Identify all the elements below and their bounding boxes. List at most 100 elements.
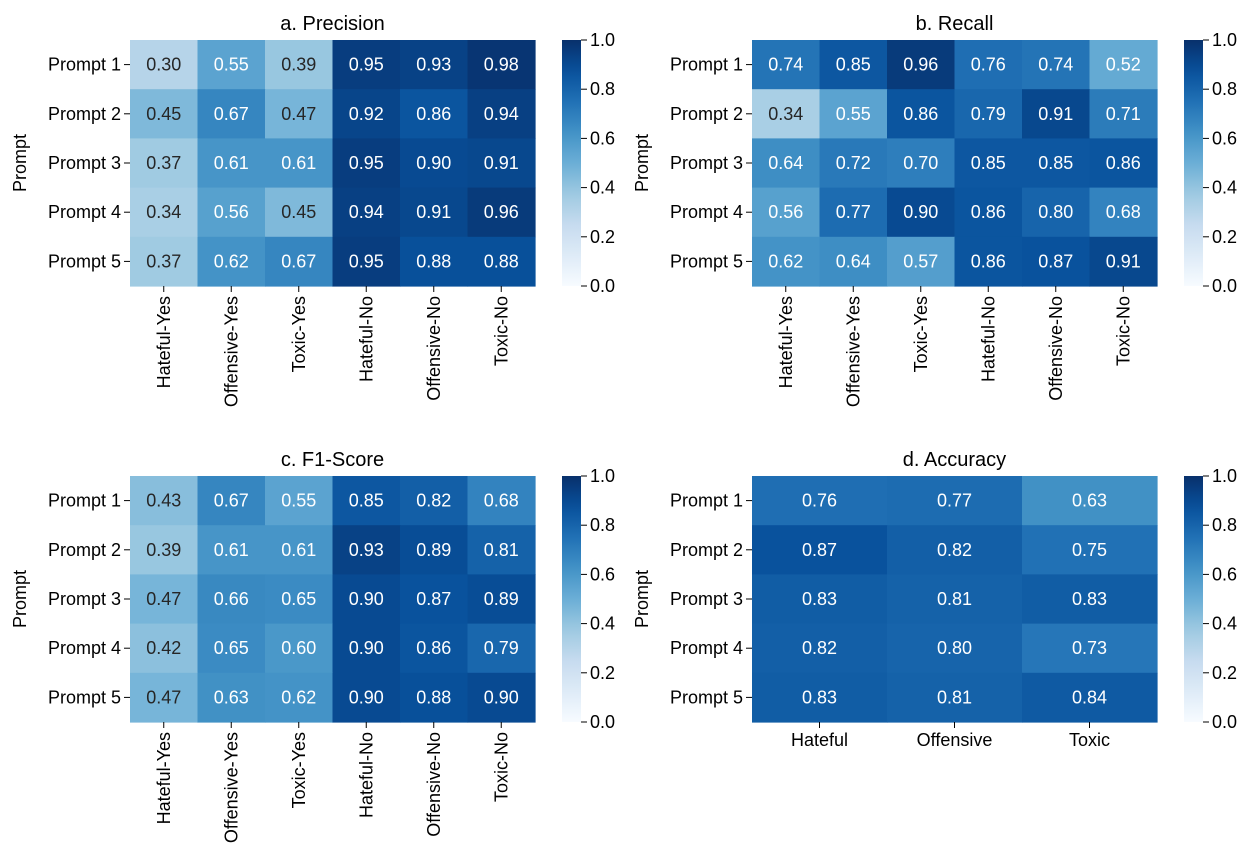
- heatmap-cell: [954, 187, 1023, 238]
- heatmap-cell: [265, 187, 334, 238]
- data-label: 0.89: [484, 589, 519, 609]
- x-tick-label: Hateful-Yes: [154, 732, 174, 824]
- heatmap-cell: [332, 236, 401, 287]
- heatmap-cell: [265, 574, 334, 625]
- data-label: 0.94: [484, 104, 519, 124]
- data-label: 0.83: [802, 687, 837, 707]
- data-label: 0.74: [1038, 55, 1073, 75]
- colorbar-tick-label: 0.4: [1212, 614, 1237, 634]
- data-label: 0.67: [281, 251, 316, 271]
- data-label: 0.96: [484, 202, 519, 222]
- data-label: 0.55: [214, 55, 249, 75]
- heatmap-cell: [332, 525, 401, 575]
- y-axis-label: Prompt: [632, 134, 652, 192]
- heatmap-cell: [467, 525, 536, 575]
- data-label: 0.82: [937, 540, 972, 560]
- colorbar-tick-label: 0.2: [590, 227, 615, 247]
- heatmap-cell: [1089, 138, 1158, 189]
- data-label: 0.87: [1038, 251, 1073, 271]
- x-tick-label: Offensive-No: [1046, 296, 1066, 401]
- data-label: 0.65: [214, 638, 249, 658]
- heatmap-cell: [954, 89, 1023, 139]
- y-tick-label: Prompt 5: [48, 251, 121, 271]
- heatmap-cell: [752, 89, 821, 139]
- heatmap-cell: [400, 89, 469, 139]
- data-label: 0.57: [903, 251, 938, 271]
- colorbar-tick-label: 0.0: [590, 276, 615, 296]
- data-label: 0.74: [768, 55, 803, 75]
- heatmap-cell: [752, 525, 888, 575]
- heatmap-cell: [752, 236, 821, 287]
- data-label: 0.86: [416, 104, 451, 124]
- data-label: 0.90: [484, 687, 519, 707]
- heatmap-cell: [467, 623, 536, 674]
- data-label: 0.82: [802, 638, 837, 658]
- heatmap-cell: [265, 236, 334, 287]
- heatmap-cell: [954, 236, 1023, 287]
- x-tick-label: Toxic-Yes: [911, 296, 931, 372]
- data-label: 0.85: [836, 55, 871, 75]
- data-label: 0.63: [214, 687, 249, 707]
- data-label: 0.90: [349, 589, 384, 609]
- data-label: 0.68: [484, 491, 519, 511]
- data-label: 0.34: [768, 104, 803, 124]
- data-label: 0.61: [214, 153, 249, 173]
- y-tick-label: Prompt 4: [670, 202, 743, 222]
- y-tick-label: Prompt 4: [670, 638, 743, 658]
- data-label: 0.88: [416, 251, 451, 271]
- data-label: 0.82: [416, 491, 451, 511]
- y-tick-label: Prompt 1: [48, 55, 121, 75]
- heatmap-cell: [400, 187, 469, 238]
- heatmap-cell: [467, 236, 536, 287]
- colorbar: [562, 476, 581, 722]
- data-label: 0.89: [416, 540, 451, 560]
- data-label: 0.79: [484, 638, 519, 658]
- data-label: 0.85: [971, 153, 1006, 173]
- data-label: 0.86: [903, 104, 938, 124]
- x-tick-label: Hateful-No: [978, 296, 998, 382]
- heatmap-cell: [197, 89, 266, 139]
- data-label: 0.85: [1038, 153, 1073, 173]
- panel-f1-score: c. F1-Score Prompt 0.43 0.67 0.55 0.85 0.82 0.6…: [10, 449, 615, 843]
- y-tick-label: Prompt 3: [670, 153, 743, 173]
- y-tick-label: Prompt 4: [48, 202, 121, 222]
- heatmap-cell: [400, 574, 469, 625]
- y-tick-label: Prompt 1: [670, 55, 743, 75]
- data-label: 0.47: [281, 104, 316, 124]
- data-label: 0.91: [484, 153, 519, 173]
- data-label: 0.66: [214, 589, 249, 609]
- data-label: 0.71: [1106, 104, 1141, 124]
- heatmap-cell: [197, 525, 266, 575]
- x-tick-label: Toxic: [1069, 730, 1110, 750]
- colorbar: [1184, 476, 1203, 722]
- data-label: 0.84: [1072, 687, 1107, 707]
- heatmap-cell: [954, 40, 1023, 90]
- data-label: 0.34: [146, 202, 181, 222]
- x-tick-label: Offensive-Yes: [221, 732, 241, 843]
- heatmap-cell: [332, 476, 401, 526]
- heatmap-cell: [1022, 138, 1091, 189]
- data-label: 0.56: [768, 202, 803, 222]
- heatmap-cell: [400, 138, 469, 189]
- y-tick-label: Prompt 1: [48, 491, 121, 511]
- x-tick-label: Offensive: [917, 730, 993, 750]
- x-tick-label: Toxic-Yes: [289, 732, 309, 808]
- data-label: 0.30: [146, 55, 181, 75]
- heatmap-cell: [400, 236, 469, 287]
- data-label: 0.76: [971, 55, 1006, 75]
- heatmap-cell: [887, 525, 1023, 575]
- heatmap-cell: [467, 476, 536, 526]
- colorbar-tick-label: 0.6: [1212, 564, 1237, 584]
- heatmap-cell: [819, 138, 888, 189]
- heatmap-cell: [1022, 623, 1158, 674]
- heatmap-cell: [400, 525, 469, 575]
- heatmap-cell: [1022, 574, 1158, 625]
- data-label: 0.86: [971, 202, 1006, 222]
- data-label: 0.55: [281, 491, 316, 511]
- data-label: 0.45: [146, 104, 181, 124]
- data-label: 0.87: [416, 589, 451, 609]
- heatmap-cell: [332, 89, 401, 139]
- heatmap-cell: [887, 623, 1023, 674]
- heatmap-cell: [130, 623, 199, 674]
- x-tick-label: Offensive-No: [424, 732, 444, 837]
